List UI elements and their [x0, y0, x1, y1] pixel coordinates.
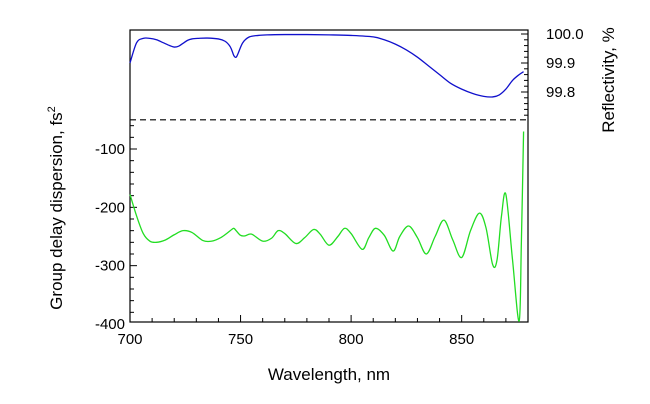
y-axis-label-left-superscript: 2	[46, 106, 58, 112]
y-right-tick-label: 100.0	[546, 26, 584, 43]
x-axis-label: Wavelength, nm	[268, 365, 390, 384]
x-tick-label: 850	[449, 331, 474, 348]
x-tick-label: 700	[117, 331, 142, 348]
y-right-tick-label: 99.9	[546, 55, 575, 72]
y-left-tick-label: -400	[95, 316, 125, 333]
ticks-layer	[129, 33, 529, 322]
plot-frame	[129, 29, 529, 323]
y-axis-label-left-base: Group delay dispersion, fs	[47, 112, 66, 310]
y-axis-label-left: Group delay dispersion, fs2	[46, 106, 66, 310]
y-axis-label-right: Reflectivity, %	[599, 27, 618, 133]
series-line-reflectivity	[129, 33, 524, 98]
y-left-tick-label: -200	[95, 199, 125, 216]
x-tick-label: 750	[228, 331, 253, 348]
y-left-tick-label: -100	[95, 141, 125, 158]
y-right-tick-label: 99.8	[546, 84, 575, 101]
tick-labels-layer: 700 750 800 850 -100 -200 -300 -400 100.0 99.9 99.…	[95, 26, 584, 348]
y-left-tick-label: -300	[95, 258, 125, 275]
x-tick-label: 800	[339, 331, 364, 348]
series-line-gdd	[129, 131, 525, 322]
